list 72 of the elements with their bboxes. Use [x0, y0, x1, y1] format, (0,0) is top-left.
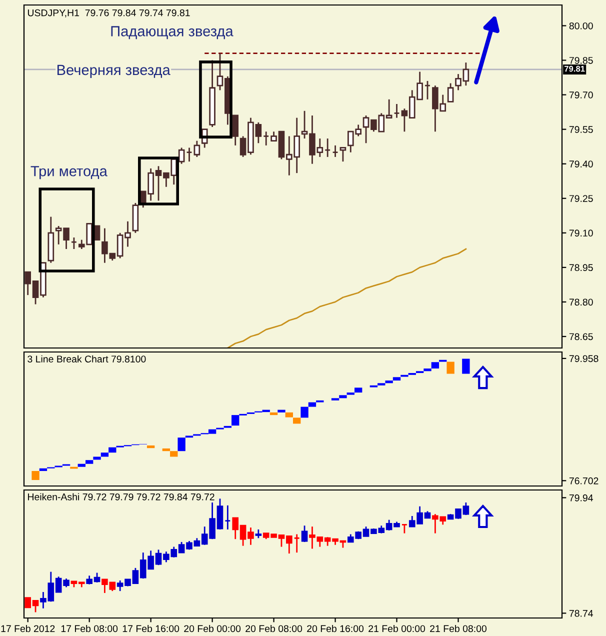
candlestick — [194, 140, 200, 158]
ref-line-label: 79.81 — [564, 66, 585, 72]
annotation: Heiken-Ashi 79.72 79.79 79.72 79.84 79.72 — [28, 493, 214, 500]
bar — [339, 395, 347, 398]
annotation: Падающая звезда — [111, 26, 234, 40]
candlestick — [232, 114, 239, 146]
y-tick-label: 79.94 — [569, 494, 593, 502]
bar — [100, 452, 109, 457]
x-tick-label: 21 Feb 00:00 — [368, 624, 426, 632]
bar — [170, 451, 178, 457]
y-tick-label: 80.00 — [569, 22, 593, 30]
line-series — [226, 248, 467, 348]
bar — [424, 368, 432, 372]
candlestick — [301, 524, 308, 543]
bar — [85, 460, 94, 464]
bar — [162, 448, 170, 452]
bar — [462, 358, 470, 374]
y-tick-label: 79.958 — [569, 355, 598, 362]
bar — [293, 418, 301, 424]
x-tick-label: 20 Feb 08:00 — [246, 624, 302, 632]
y-tick-label: 79.70 — [569, 92, 593, 98]
candlestick — [332, 144, 338, 158]
bar — [431, 362, 440, 369]
y-tick-label: 78.65 — [569, 333, 593, 340]
y-tick-label: 78.95 — [569, 264, 593, 272]
x-tick-label: 21 Feb 08:00 — [430, 624, 487, 632]
candlestick — [401, 524, 408, 534]
candlestick — [70, 236, 78, 250]
bar — [146, 445, 155, 448]
candlestick — [340, 147, 346, 162]
y-tick-label: 78.74 — [569, 610, 593, 617]
bar — [178, 438, 186, 452]
candlestick — [178, 147, 185, 165]
y-tick-label: 79.10 — [569, 230, 593, 237]
candlestick — [294, 534, 300, 554]
x-tick-label: 17 Feb 2012 — [1, 624, 55, 632]
y-tick-label: 78.80 — [569, 298, 593, 306]
bar — [78, 464, 86, 467]
y-tick-label: 76.702 — [569, 477, 598, 484]
x-tick-label: 17 Feb 08:00 — [61, 624, 118, 632]
bar — [308, 402, 316, 407]
bar — [446, 362, 454, 374]
y-tick-label: 79.55 — [569, 126, 593, 133]
x-tick-label: 17 Feb 16:00 — [122, 624, 180, 632]
bar — [93, 456, 101, 460]
bar — [385, 380, 393, 384]
bar — [285, 412, 293, 418]
annotation: 3 Line Break Chart 79.8100 — [28, 355, 146, 362]
bar — [39, 468, 48, 471]
candlestick — [324, 138, 331, 158]
x-tick-label: 20 Feb 00:00 — [184, 624, 241, 632]
bar — [354, 388, 362, 393]
annotation: Вечерняя звезда — [57, 64, 170, 78]
candlestick — [447, 82, 454, 102]
annotation: USDJPY,H1 79.76 79.84 79.74 79.81 — [28, 9, 190, 18]
bar — [108, 447, 116, 453]
bar — [392, 377, 401, 381]
y-tick-label: 79.85 — [569, 56, 593, 64]
bar — [32, 470, 40, 480]
bar — [270, 412, 278, 416]
candlestick — [262, 130, 270, 146]
candlestick — [224, 504, 231, 530]
candlestick — [94, 225, 100, 240]
bar — [278, 410, 286, 412]
bar — [300, 406, 308, 418]
candlestick — [186, 147, 192, 162]
y-tick-label: 79.25 — [569, 195, 593, 202]
annotation: Три метода — [30, 166, 108, 180]
candlestick — [424, 80, 431, 100]
y-tick-label: 79.40 — [569, 160, 593, 168]
x-tick-label: 20 Feb 16:00 — [307, 624, 364, 632]
candlestick — [394, 103, 400, 118]
